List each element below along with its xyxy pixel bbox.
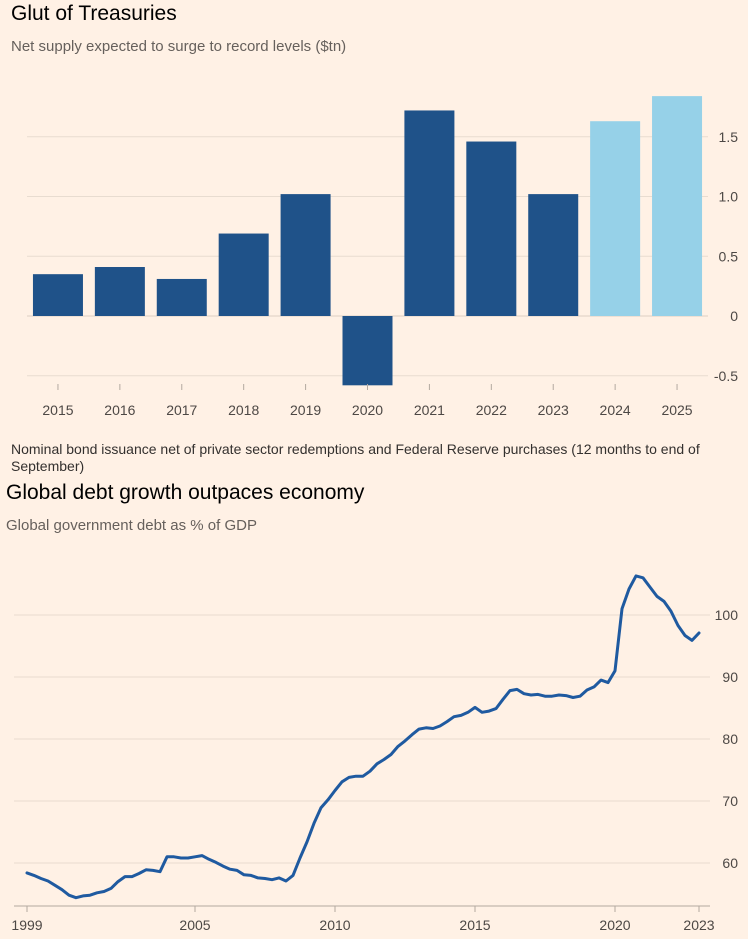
- bar: [218, 233, 269, 316]
- bar-chart: -0.5 0 0.5 1.0 1.5 2015 2016 2017 2018 2019 2020 20…: [27, 96, 739, 418]
- x-tick-label: 2019: [290, 402, 321, 418]
- x-tick-label: 2005: [179, 917, 210, 933]
- bar: [590, 121, 641, 316]
- bar: [404, 110, 455, 317]
- x-tick-label: 2024: [600, 402, 631, 418]
- x-tick-label: 2015: [42, 402, 73, 418]
- bar: [94, 267, 145, 316]
- y-tick-label: -0.5: [714, 368, 738, 384]
- y-tick-label: 1.5: [719, 129, 739, 145]
- bar: [342, 316, 393, 386]
- chart1-subtitle: Net supply expected to surge to record l…: [11, 38, 347, 55]
- y-tick-label: 0.5: [719, 248, 739, 264]
- x-tick-label: 2016: [104, 402, 135, 418]
- x-tick-label: 2023: [538, 402, 569, 418]
- bar: [32, 274, 83, 316]
- y-tick-label: 60: [722, 855, 738, 871]
- x-tick-label: 2017: [166, 402, 197, 418]
- bar: [528, 194, 579, 316]
- x-tick-label: 2020: [599, 917, 630, 933]
- x-tick-label: 2022: [476, 402, 507, 418]
- bar: [156, 278, 207, 316]
- y-tick-label: 70: [722, 793, 738, 809]
- x-tick-label: 2023: [683, 917, 714, 933]
- bar: [466, 141, 517, 316]
- bar: [652, 96, 703, 317]
- debt-line: [25, 574, 701, 900]
- chart1-title: Glut of Treasuries: [11, 2, 177, 25]
- y-tick-label: 100: [715, 607, 739, 623]
- x-tick-label: 2025: [661, 402, 692, 418]
- x-tick-label: 2021: [414, 402, 445, 418]
- y-tick-label: 0: [730, 308, 738, 324]
- chart1-footnote: Nominal bond issuance net of private sec…: [11, 441, 700, 474]
- x-tick-label: 2015: [459, 917, 490, 933]
- x-tick-label: 1999: [11, 917, 42, 933]
- chart2-subtitle: Global government debt as % of GDP: [6, 517, 257, 534]
- chart2-title: Global debt growth outpaces economy: [6, 481, 365, 504]
- y-tick-label: 80: [722, 731, 738, 747]
- x-tick-label: 2018: [228, 402, 259, 418]
- y-tick-label: 1.0: [719, 189, 739, 205]
- y-tick-label: 90: [722, 669, 738, 685]
- bar: [280, 194, 331, 316]
- x-tick-label: 2010: [319, 917, 350, 933]
- x-tick-label: 2020: [352, 402, 383, 418]
